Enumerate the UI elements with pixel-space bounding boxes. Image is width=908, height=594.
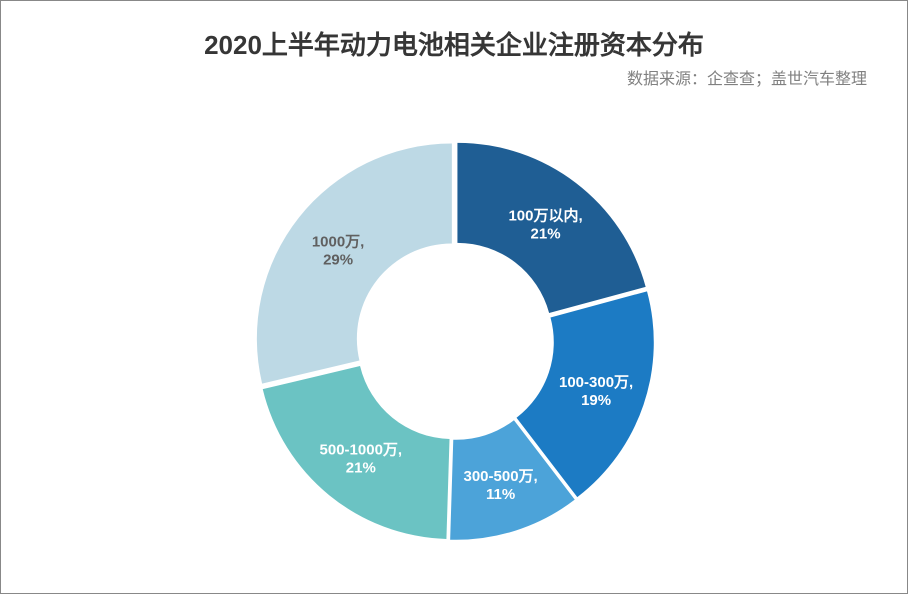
slice-4 [257,144,452,384]
slice-label-2-line2: 11% [486,486,515,503]
slice-label-0-line2: 21% [531,226,561,243]
slice-label-3-line2: 21% [346,459,376,476]
slice-label-1-line2: 19% [581,392,611,409]
slice-label-3-line1: 500-1000万, [320,441,403,458]
chart-title: 2020上半年动力电池相关企业注册资本分布 [1,25,907,62]
data-source: 数据来源：企查查；盖世汽车整理 [627,65,867,89]
slice-label-1-line1: 100-300万, [559,374,633,391]
donut-chart: 100万以内,21%100-300万,19%300-500万,11%500-10… [1,101,908,581]
slice-label-4-line1: 1000万, [312,234,365,251]
slice-label-2-line1: 300-500万, [463,468,537,485]
slice-label-0-line1: 100万以内, [508,207,582,225]
slice-label-4-line2: 29% [323,252,353,269]
